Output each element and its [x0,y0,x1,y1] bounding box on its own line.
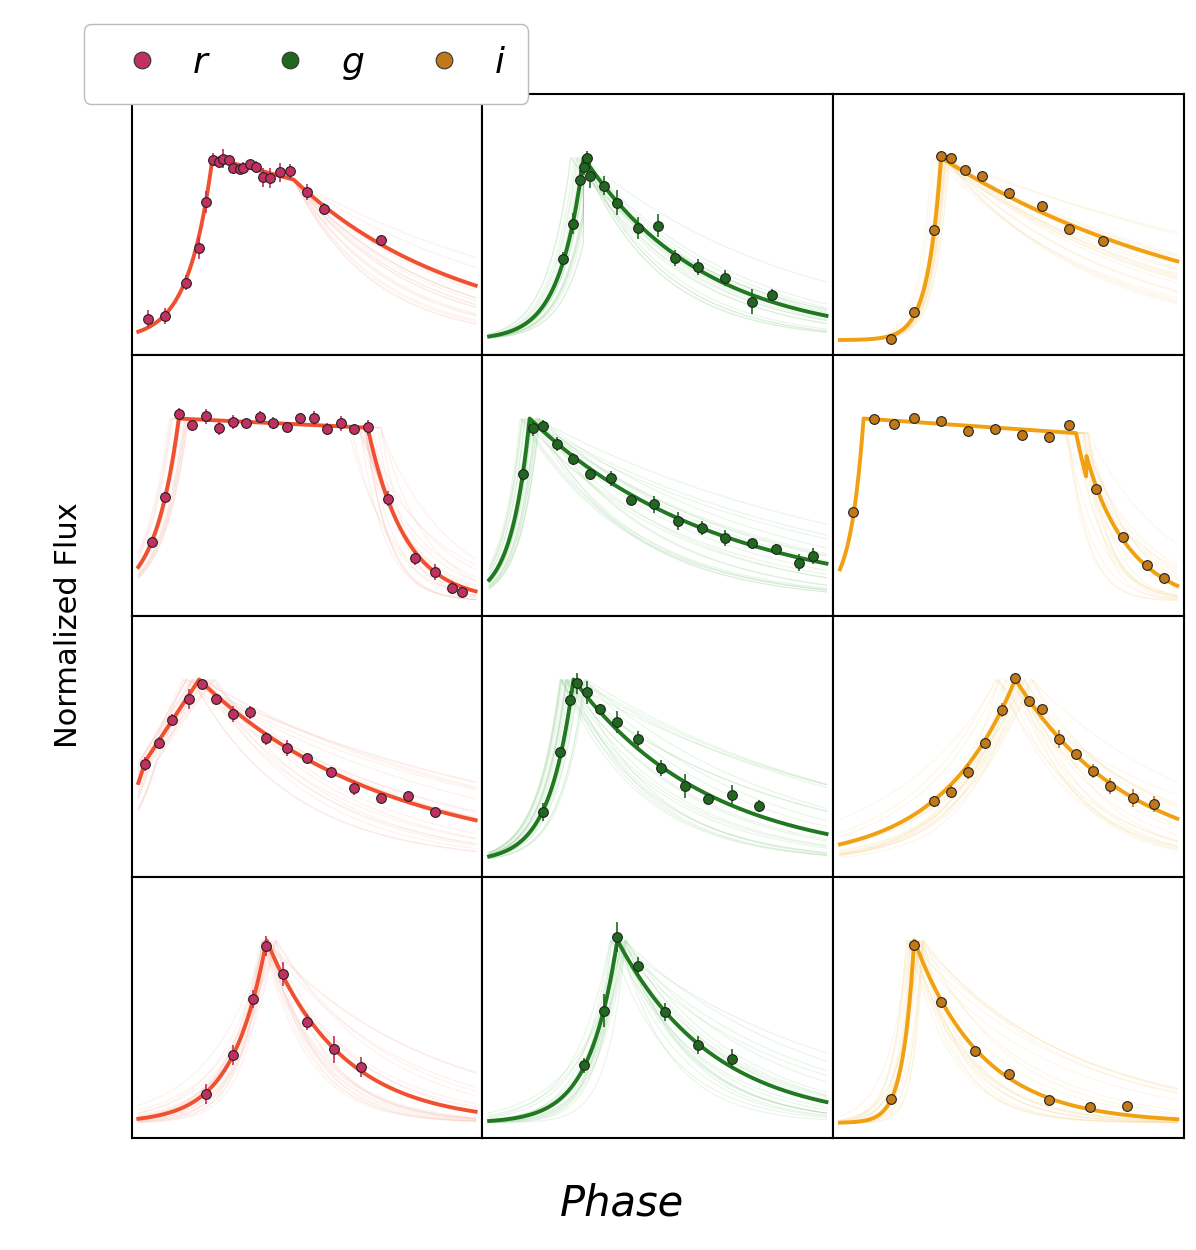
Text: Phase: Phase [560,1182,684,1224]
Text: Normalized Flux: Normalized Flux [54,503,83,748]
Legend: $r$, $g$, $i$: $r$, $g$, $i$ [84,24,527,104]
